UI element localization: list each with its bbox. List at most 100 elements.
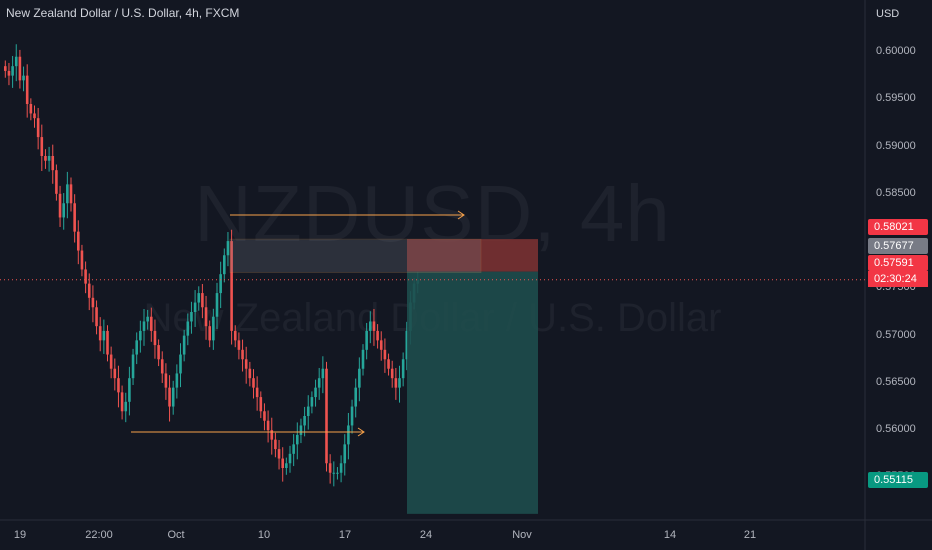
- candle-body: [87, 283, 91, 298]
- candle-body: [244, 359, 248, 369]
- candle-body: [80, 250, 84, 270]
- candle-body: [135, 340, 138, 355]
- candle-body: [237, 340, 241, 350]
- time-tick-label: 14: [663, 529, 677, 541]
- candle-body: [157, 345, 160, 360]
- candle-body: [325, 368, 328, 464]
- price-tick-label: 0.59000: [876, 139, 916, 152]
- candle-body: [299, 425, 303, 435]
- candle-body: [255, 387, 259, 398]
- candle-body: [303, 416, 306, 426]
- candle-body: [51, 156, 55, 171]
- stop-price-tag: 0.58021: [868, 219, 928, 235]
- candle-body: [182, 335, 186, 355]
- candle-body: [4, 66, 7, 71]
- candle-body: [292, 444, 295, 454]
- candle-body: [18, 56, 22, 81]
- resistance-box: [229, 238, 482, 273]
- candle-body: [14, 56, 18, 67]
- candle-body: [124, 401, 128, 412]
- last-price-tag: 0.57591: [868, 255, 928, 271]
- price-tick-label: 0.58500: [876, 186, 916, 199]
- candle-body: [171, 387, 175, 407]
- candle-body: [212, 316, 215, 341]
- candle-body: [270, 430, 274, 440]
- candle-body: [317, 378, 321, 388]
- candle-body: [405, 330, 409, 360]
- price-tick-label: 0.56500: [876, 375, 916, 388]
- candle-body: [328, 463, 332, 473]
- stop-loss-zone: [407, 239, 538, 272]
- candle-body: [285, 463, 288, 468]
- candle-body: [277, 449, 281, 459]
- candle-body: [361, 349, 365, 369]
- candle-body: [369, 321, 372, 331]
- candle-body: [106, 330, 109, 355]
- candle-body: [314, 387, 317, 398]
- candle-body: [266, 420, 270, 431]
- candle-body: [263, 411, 266, 421]
- candle-body: [215, 293, 219, 317]
- candle-body: [339, 463, 343, 473]
- time-tick-label: 17: [338, 529, 352, 541]
- candle-body: [197, 293, 201, 303]
- candle-body: [230, 241, 233, 331]
- candle-body: [69, 184, 73, 204]
- candle-body: [190, 312, 193, 322]
- candle-body: [33, 113, 36, 119]
- candle-body: [77, 231, 80, 251]
- time-tick-label: 24: [419, 529, 433, 541]
- candle-body: [248, 368, 252, 379]
- candle-body: [193, 302, 197, 312]
- candle-body: [55, 170, 58, 194]
- candle-body: [201, 293, 204, 308]
- candle-body: [186, 321, 190, 336]
- price-tick-label: 0.60000: [876, 45, 916, 57]
- candle-body: [226, 241, 230, 256]
- time-tick-label: 10: [257, 529, 271, 541]
- candle-body: [332, 472, 336, 474]
- entry-price-tag: 0.57677: [868, 238, 928, 254]
- candle-body: [168, 387, 171, 407]
- candle-body: [179, 354, 182, 374]
- bar-countdown: 02:30:24: [868, 271, 928, 287]
- candle-body: [343, 444, 347, 464]
- candle-body: [84, 269, 87, 284]
- time-tick-label: 21: [743, 529, 757, 541]
- candle-body: [321, 368, 325, 379]
- candle-body: [288, 453, 292, 464]
- candle-body: [390, 368, 394, 379]
- candle-body: [241, 349, 244, 360]
- price-tick-label: 0.59500: [876, 92, 916, 105]
- chart-title: New Zealand Dollar / U.S. Dollar, 4h, FX…: [6, 6, 240, 20]
- candle-body: [25, 75, 29, 104]
- candle-body: [252, 378, 255, 388]
- candle-body: [73, 203, 76, 232]
- target-price-tag: 0.55115: [868, 472, 928, 488]
- candle-body: [310, 397, 314, 407]
- candle-body: [7, 70, 11, 76]
- candle-body: [274, 439, 277, 450]
- candle-body: [233, 330, 237, 341]
- candle-body: [281, 458, 284, 468]
- resistance-arrow-head: [457, 210, 465, 220]
- candle-body: [379, 340, 383, 350]
- time-tick-label: 19: [13, 529, 27, 541]
- time-tick-label: 22:00: [85, 529, 113, 541]
- candle-body: [336, 472, 339, 474]
- time-tick-label: Oct: [167, 529, 185, 541]
- candle-body: [204, 307, 208, 327]
- candle-body: [95, 307, 98, 327]
- candle-body: [109, 354, 113, 369]
- candle-body: [401, 359, 405, 379]
- candle-body: [347, 425, 350, 445]
- candle-body: [358, 368, 361, 388]
- candle-body: [22, 75, 25, 81]
- candle-body: [139, 330, 142, 341]
- candle-body: [98, 326, 102, 341]
- candle-body: [29, 104, 33, 114]
- candle-body: [142, 321, 146, 331]
- candle-body: [44, 156, 47, 161]
